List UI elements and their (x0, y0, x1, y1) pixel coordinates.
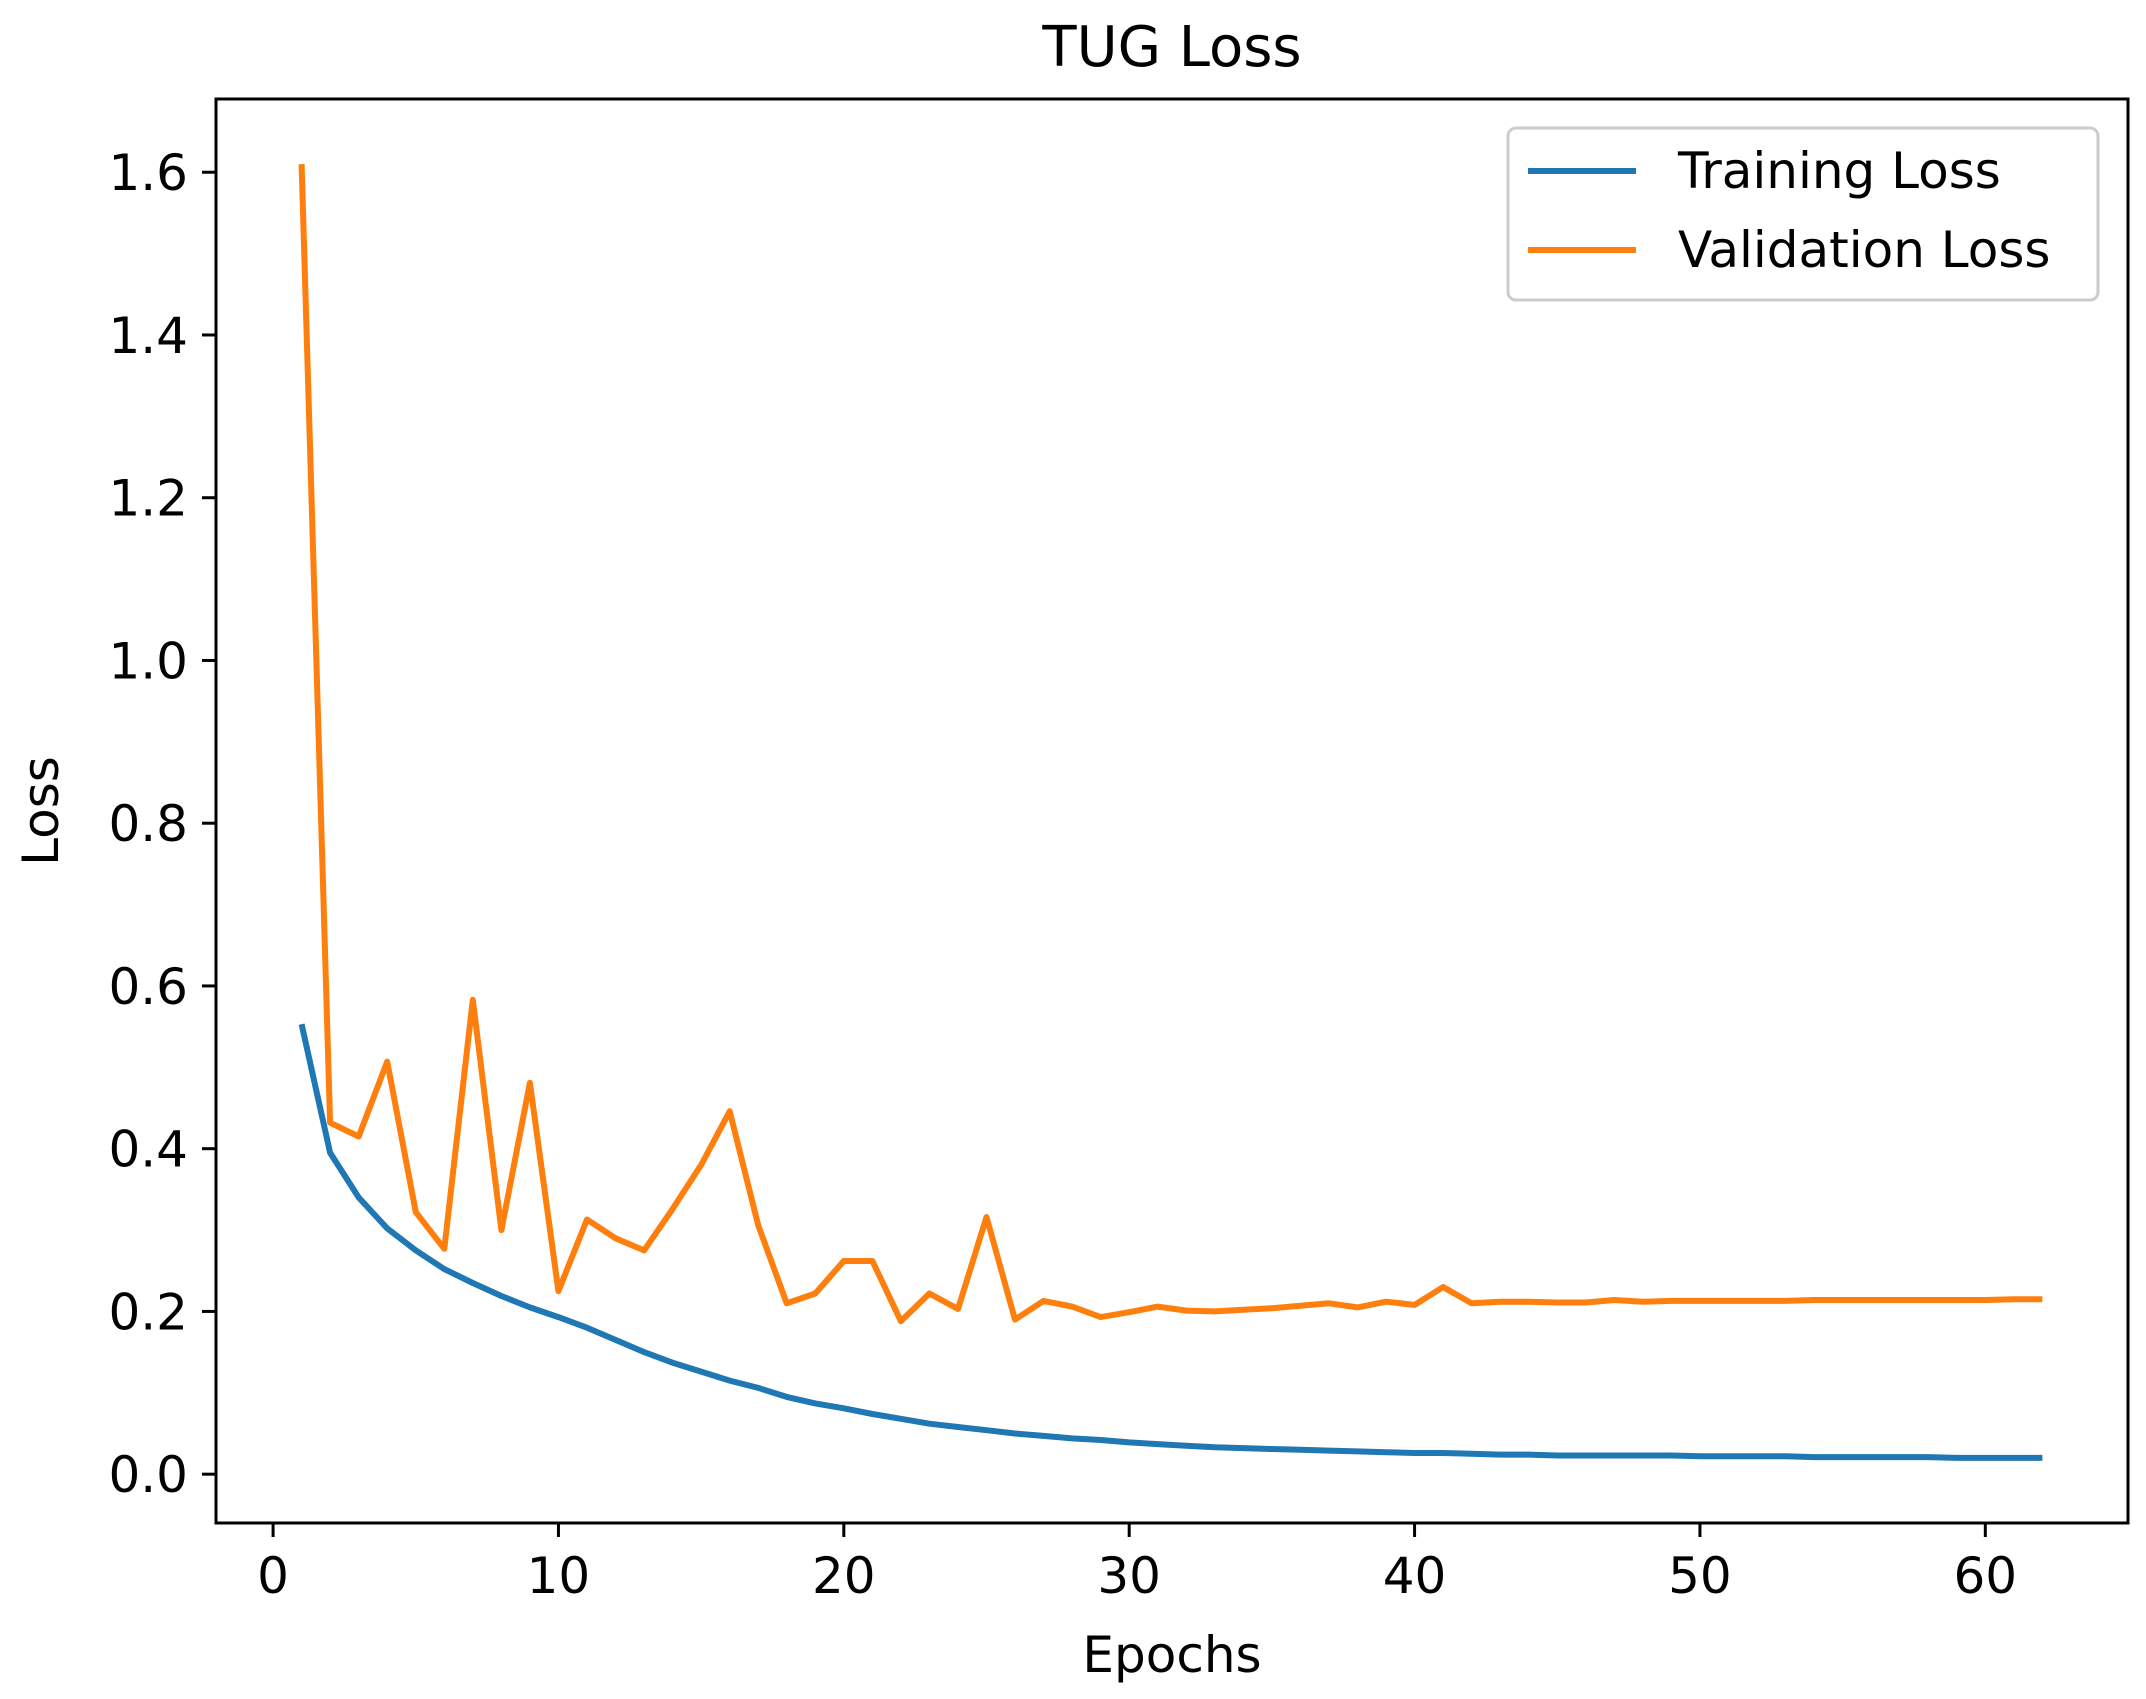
y-tick-label: 1.2 (108, 470, 188, 528)
x-tick-label: 20 (812, 1547, 876, 1605)
legend-box (1506, 126, 2100, 302)
x-tick-label: 50 (1668, 1547, 1732, 1605)
y-tick-label: 1.0 (108, 632, 188, 690)
x-tick-label: 0 (257, 1547, 289, 1605)
legend-label-validation: Validation Loss (1678, 221, 2050, 279)
x-tick-label: 40 (1383, 1547, 1447, 1605)
y-tick-label: 1.4 (108, 307, 188, 365)
y-tick-label: 0.8 (108, 795, 188, 853)
x-ticks: 0 10 20 30 40 50 60 (257, 1523, 2017, 1605)
y-tick-label: 0.4 (108, 1121, 188, 1179)
y-ticks: 0.0 0.2 0.4 0.6 0.8 1.0 1.2 1.4 1.6 (108, 144, 216, 1504)
legend: Training Loss Validation Loss (1506, 126, 2100, 302)
legend-label-training: Training Loss (1677, 142, 2001, 200)
chart-title: TUG Loss (1041, 15, 1301, 80)
x-tick-label: 60 (1954, 1547, 2018, 1605)
series-line-training-loss (298, 1023, 2043, 1461)
series-layer (298, 164, 2043, 1461)
y-tick-label: 1.6 (108, 144, 188, 202)
x-tick-label: 10 (527, 1547, 591, 1605)
y-axis-label: Loss (12, 756, 70, 866)
plot-frame (214, 97, 2130, 1525)
y-tick-label: 0.2 (108, 1283, 188, 1341)
y-tick-label: 0.6 (108, 958, 188, 1016)
y-tick-label: 0.0 (108, 1446, 188, 1504)
x-axis-label: Epochs (1082, 1626, 1261, 1684)
series-line-validation-loss (298, 164, 2043, 1325)
x-tick-label: 30 (1097, 1547, 1161, 1605)
